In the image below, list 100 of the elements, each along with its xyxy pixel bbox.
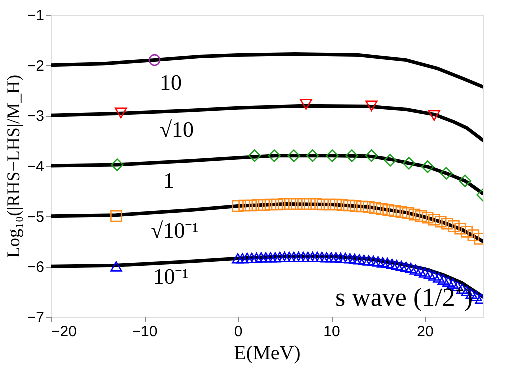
point — [354, 254, 366, 265]
point — [458, 174, 472, 188]
point — [316, 252, 328, 262]
point — [356, 200, 368, 213]
point — [248, 150, 262, 162]
point — [421, 160, 434, 174]
point — [438, 274, 450, 285]
point — [288, 150, 300, 162]
x-tick-label: 20 — [417, 324, 434, 340]
x-tick-label: 10 — [324, 324, 340, 340]
point — [410, 264, 422, 275]
point — [358, 254, 370, 266]
point — [415, 210, 428, 222]
point — [148, 54, 161, 66]
point — [402, 207, 414, 220]
annotation: √10 — [160, 117, 194, 142]
point — [350, 200, 362, 212]
y-tick-label: −2 — [27, 58, 44, 75]
point — [454, 223, 466, 235]
point — [396, 206, 408, 218]
point — [384, 154, 397, 167]
point — [252, 199, 264, 212]
x-axis-title: E(MeV) — [234, 342, 301, 364]
x-tick-label: −20 — [52, 324, 77, 340]
point — [302, 252, 314, 262]
point — [386, 258, 398, 270]
point — [468, 230, 480, 242]
point — [343, 200, 356, 212]
point — [312, 252, 324, 262]
annotation: √10⁻¹ — [151, 218, 199, 243]
point — [300, 99, 312, 110]
point — [306, 150, 320, 162]
point — [349, 254, 361, 264]
point — [428, 110, 441, 122]
point — [363, 255, 375, 266]
y-tick-label: −3 — [27, 108, 44, 126]
point — [110, 261, 122, 272]
point — [433, 272, 445, 283]
point — [376, 203, 388, 216]
point — [448, 220, 460, 232]
point — [389, 205, 401, 218]
point — [255, 252, 268, 263]
point — [236, 253, 249, 264]
point — [115, 108, 128, 119]
point — [317, 198, 329, 211]
point — [366, 100, 378, 112]
point — [110, 210, 122, 222]
point — [408, 208, 421, 221]
point — [414, 266, 426, 276]
line-series — [51, 52, 483, 89]
point — [284, 252, 296, 262]
point — [326, 150, 339, 162]
point — [428, 214, 440, 226]
annotation: 10 — [160, 70, 182, 95]
point — [250, 252, 263, 264]
point — [310, 198, 322, 210]
point — [419, 268, 431, 278]
point — [232, 200, 244, 212]
point — [288, 252, 300, 262]
point — [264, 198, 277, 211]
point — [292, 252, 305, 262]
point — [402, 157, 416, 170]
point — [442, 276, 454, 287]
point — [370, 202, 382, 214]
point — [246, 252, 258, 264]
point — [271, 198, 284, 211]
point — [382, 258, 394, 268]
annotation: 10⁻¹ — [153, 264, 189, 289]
point — [270, 252, 282, 263]
point — [320, 252, 333, 263]
point — [238, 200, 250, 212]
point — [346, 150, 358, 162]
point — [400, 262, 412, 272]
point — [422, 212, 434, 224]
point — [241, 252, 254, 264]
point — [440, 167, 453, 180]
y-tick-label: −1 — [27, 8, 44, 24]
point — [324, 198, 336, 211]
point — [405, 262, 417, 274]
point — [304, 198, 316, 210]
point — [274, 252, 286, 262]
point — [396, 260, 408, 272]
point — [291, 198, 303, 210]
point — [377, 257, 389, 268]
point — [245, 200, 257, 212]
y-axis-title: Log₁₀(|RHS−LHS|/M_H) — [3, 75, 24, 258]
point — [330, 252, 342, 263]
point — [365, 150, 378, 162]
y-tick-label: −6 — [27, 259, 44, 276]
point — [268, 150, 281, 162]
y-tick-label: −5 — [27, 208, 44, 226]
point — [368, 256, 380, 266]
point — [260, 252, 272, 263]
point — [424, 269, 436, 280]
point — [336, 199, 349, 212]
point — [298, 198, 310, 210]
point — [232, 253, 244, 264]
point — [442, 218, 454, 230]
point — [344, 253, 356, 264]
y-tick-label: −7 — [27, 310, 44, 326]
